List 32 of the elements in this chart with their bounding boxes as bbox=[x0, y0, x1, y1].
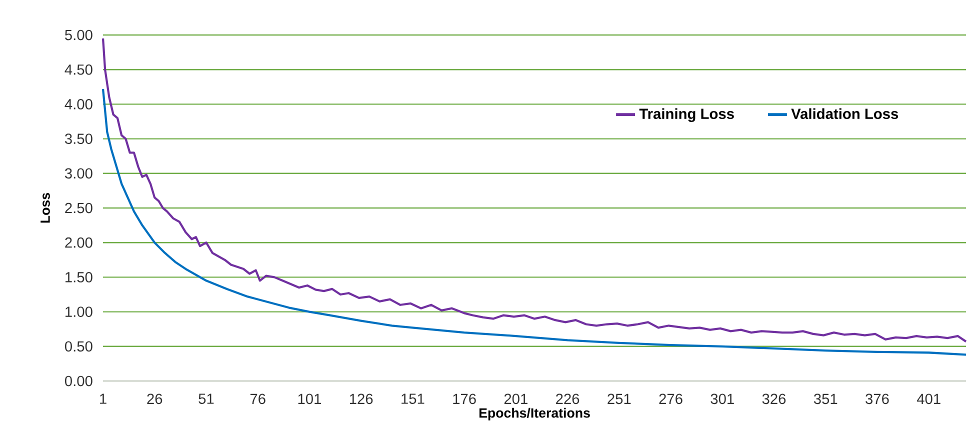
y-tick-label: 4.50 bbox=[64, 64, 92, 75]
x-tick-label: 26 bbox=[147, 394, 162, 404]
x-tick-label: 101 bbox=[298, 394, 321, 404]
x-tick-label: 1 bbox=[100, 394, 106, 404]
x-axis-title: Epochs/Iterations bbox=[479, 408, 590, 420]
x-tick-label: 201 bbox=[504, 394, 528, 404]
y-tick-label: 0.50 bbox=[64, 341, 92, 352]
y-tick-label: 2.50 bbox=[65, 202, 92, 214]
y-tick-label: 1.50 bbox=[66, 272, 92, 282]
y-tick-label: 3.50 bbox=[64, 134, 92, 144]
legend-label: Validation Loss bbox=[791, 108, 898, 120]
x-tick-label: 276 bbox=[659, 394, 682, 404]
legend-label: Training Loss bbox=[639, 108, 734, 122]
y-tick-label: 0.00 bbox=[64, 376, 92, 386]
y-tick-label: 2.00 bbox=[65, 237, 92, 248]
x-tick-label: 401 bbox=[916, 394, 940, 404]
y-tick-label: 5.00 bbox=[65, 30, 92, 40]
y-tick-label: 4.00 bbox=[64, 99, 92, 110]
x-tick-label: 126 bbox=[350, 394, 373, 404]
x-tick-label: 351 bbox=[814, 394, 838, 404]
x-tick-label: 226 bbox=[556, 394, 580, 404]
x-tick-label: 76 bbox=[250, 394, 266, 404]
x-tick-label: 326 bbox=[762, 394, 786, 404]
x-tick-label: 251 bbox=[608, 394, 631, 404]
x-tick-label: 176 bbox=[453, 394, 476, 404]
y-tick-label: 3.00 bbox=[64, 168, 92, 179]
y-tick-label: 1.00 bbox=[66, 306, 92, 317]
y-axis-title: Loss bbox=[40, 192, 50, 223]
x-tick-label: 301 bbox=[710, 394, 734, 404]
x-tick-label: 376 bbox=[866, 394, 889, 404]
x-tick-label: 51 bbox=[198, 394, 214, 404]
x-tick-label: 151 bbox=[402, 394, 424, 404]
